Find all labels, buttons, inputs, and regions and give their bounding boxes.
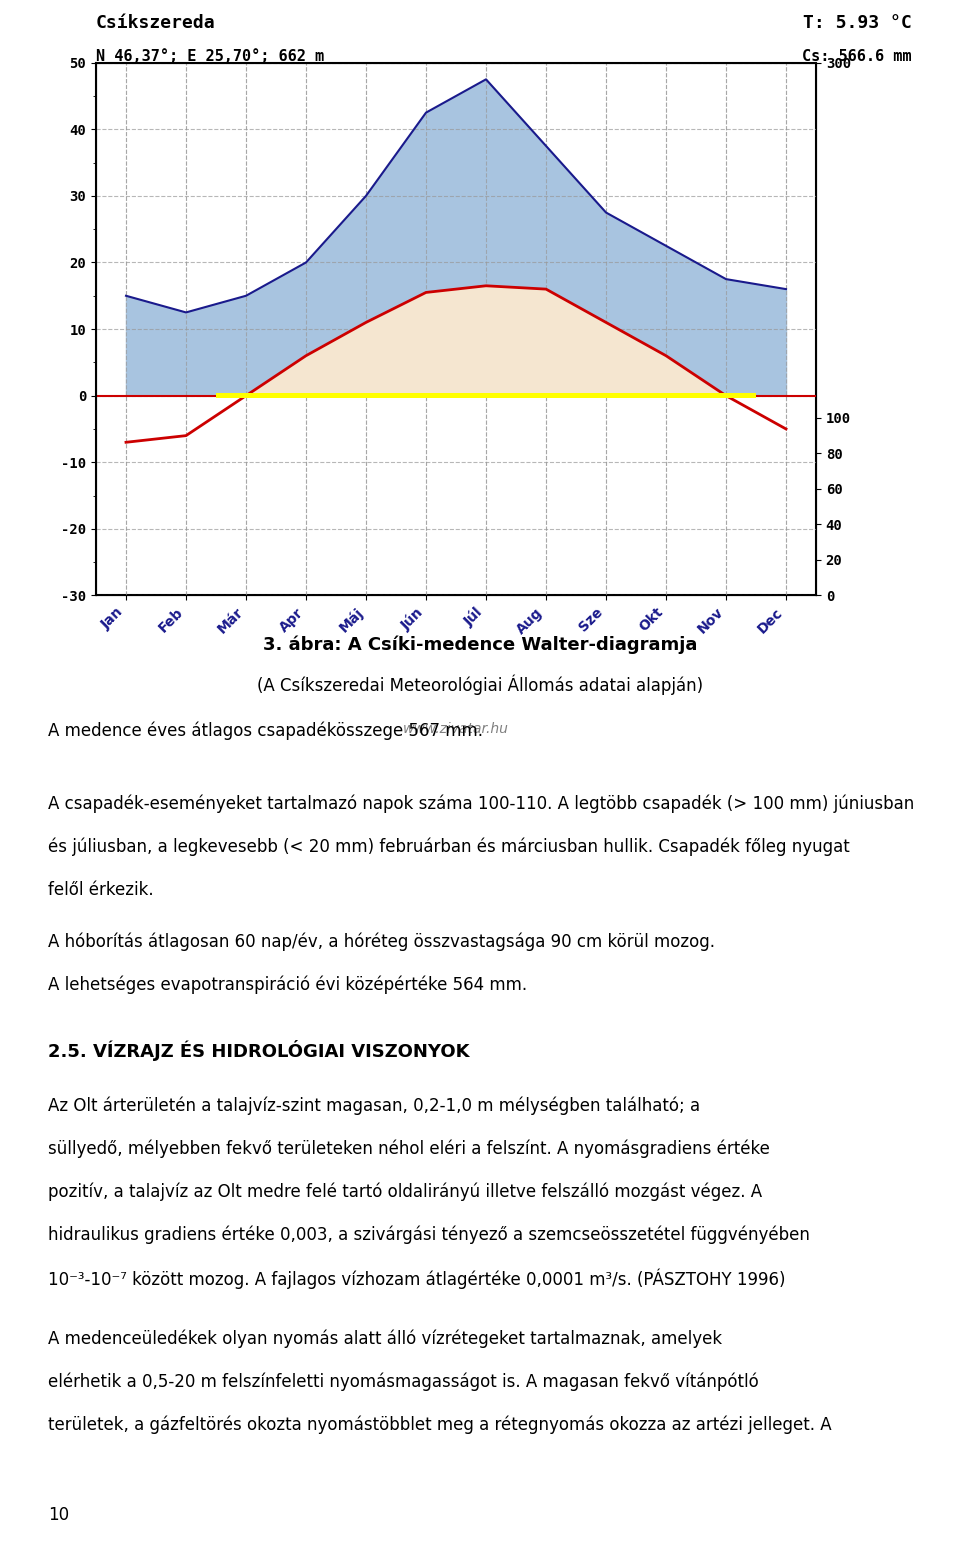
- Text: és júliusban, a legkevesebb (< 20 mm) februárban és márciusban hullik. Csapadék : és júliusban, a legkevesebb (< 20 mm) fe…: [48, 838, 850, 857]
- Text: 3. ábra: A Csíki-medence Walter-diagramja: 3. ábra: A Csíki-medence Walter-diagramj…: [263, 635, 697, 653]
- Text: Cs: 566.6 mm: Cs: 566.6 mm: [803, 49, 912, 64]
- Text: (A Csíkszeredai Meteorológiai Állomás adatai alapján): (A Csíkszeredai Meteorológiai Állomás ad…: [257, 674, 703, 694]
- Bar: [636, 393, 696, 398]
- Bar: [336, 393, 396, 398]
- Bar: [396, 393, 456, 398]
- Bar: [576, 393, 636, 398]
- Text: elérhetik a 0,5-20 m felszínfeletti nyomásmagasságot is. A magasan fekvő vítánpó: elérhetik a 0,5-20 m felszínfeletti nyom…: [48, 1373, 758, 1391]
- Text: T: 5.93 °C: T: 5.93 °C: [804, 14, 912, 31]
- Text: felől érkezik.: felől érkezik.: [48, 881, 154, 899]
- Text: pozitív, a talajvíz az Olt medre felé tartó oldalirányú illetve felszálló mozgás: pozitív, a talajvíz az Olt medre felé ta…: [48, 1183, 762, 1202]
- Text: www.zivatar.hu: www.zivatar.hu: [403, 722, 509, 735]
- Text: A medence éves átlagos csapadékösszege 567 mm.: A medence éves átlagos csapadékösszege 5…: [48, 721, 483, 740]
- Text: Csíkszereda: Csíkszereda: [96, 14, 216, 31]
- Bar: [276, 393, 336, 398]
- Text: A lehetséges evapotranspiráció évi középértéke 564 mm.: A lehetséges evapotranspiráció évi közép…: [48, 976, 527, 995]
- Text: N 46,37°; E 25,70°; 662 m: N 46,37°; E 25,70°; 662 m: [96, 49, 324, 64]
- Text: hidraulikus gradiens értéke 0,003, a szivárgási tényező a szemcseösszetétel függ: hidraulikus gradiens értéke 0,003, a szi…: [48, 1225, 810, 1244]
- Bar: [456, 393, 516, 398]
- Text: A hóborítás átlagosan 60 nap/év, a hóréteg összvastagsága 90 cm körül mozog.: A hóborítás átlagosan 60 nap/év, a hórét…: [48, 932, 715, 951]
- Text: A csapadék-eseményeket tartalmazó napok száma 100-110. A legtöbb csapadék (> 100: A csapadék-eseményeket tartalmazó napok …: [48, 794, 914, 813]
- Bar: [696, 393, 756, 398]
- Bar: [516, 393, 576, 398]
- Text: 2.5. VÍZRAJZ ÉS HIDROLÓGIAI VISZONYOK: 2.5. VÍZRAJZ ÉS HIDROLÓGIAI VISZONYOK: [48, 1040, 469, 1061]
- Text: A medenceüledékek olyan nyomás alatt álló vízrétegeket tartalmaznak, amelyek: A medenceüledékek olyan nyomás alatt áll…: [48, 1329, 722, 1348]
- Text: területek, a gázfeltörés okozta nyomástöbblet meg a rétegnyomás okozza az artézi: területek, a gázfeltörés okozta nyomástö…: [48, 1415, 831, 1434]
- Text: süllyedő, mélyebben fekvő területeken néhol eléri a felszínt. A nyomásgradiens é: süllyedő, mélyebben fekvő területeken né…: [48, 1139, 770, 1158]
- Bar: [216, 393, 276, 398]
- Text: Az Olt árterületén a talajvíz-szint magasan, 0,2-1,0 m mélységben található; a: Az Olt árterületén a talajvíz-szint maga…: [48, 1097, 700, 1116]
- Text: 10: 10: [48, 1506, 69, 1523]
- Text: 10⁻³-10⁻⁷ között mozog. A fajlagos vízhozam átlagértéke 0,0001 m³/s. (PÁSZTOHY 1: 10⁻³-10⁻⁷ között mozog. A fajlagos vízho…: [48, 1269, 785, 1290]
